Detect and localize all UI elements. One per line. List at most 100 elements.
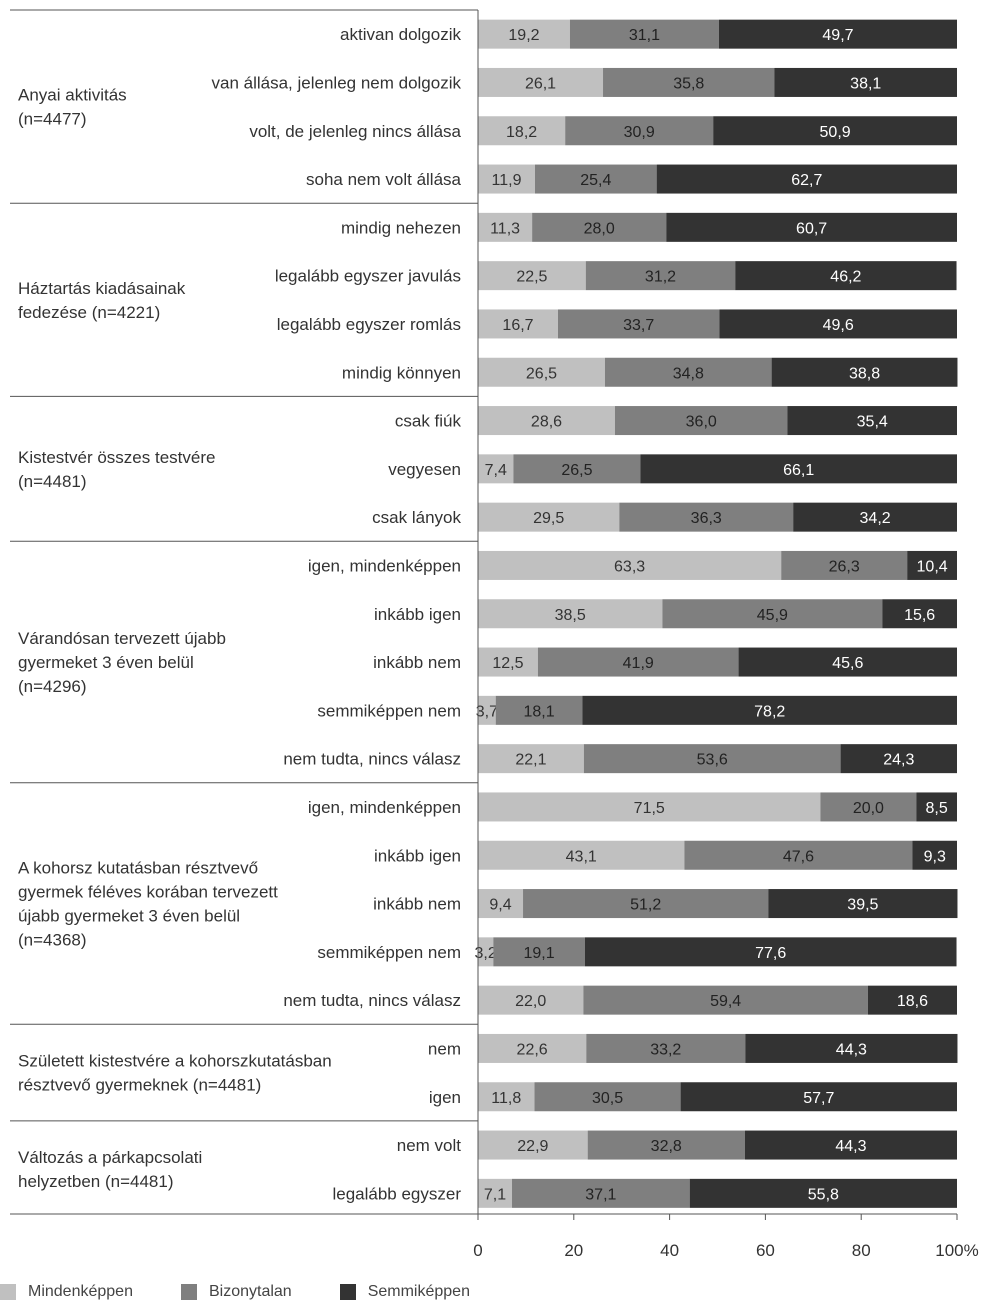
data-label: 33,2	[650, 1041, 681, 1058]
data-label: 28,6	[531, 414, 562, 431]
category-label: semmiképpen nem	[317, 701, 461, 720]
category-label: legalább egyszer javulás	[275, 267, 461, 286]
bar-segment-mindenkeppen	[478, 454, 514, 484]
data-label: 33,7	[623, 317, 654, 334]
data-label: 26,5	[561, 462, 592, 479]
data-label: 66,1	[783, 462, 814, 479]
data-label: 31,1	[629, 27, 660, 44]
bar-segment-semmikeppen	[666, 212, 957, 242]
category-label: igen, mindenképpen	[308, 798, 461, 817]
bar-segment-bizonytalan	[513, 454, 641, 484]
group-label: Kistestvér összes testvére	[18, 448, 215, 467]
category-label: soha nem volt állása	[306, 170, 462, 189]
data-label: 60,7	[796, 220, 827, 237]
data-label: 47,6	[783, 848, 814, 865]
bar-segment-semmikeppen	[745, 1033, 958, 1063]
bar-segment-mindenkeppen	[478, 357, 605, 387]
bar-segment-semmikeppen	[912, 840, 957, 870]
data-label: 38,5	[555, 607, 586, 624]
bar-segment-mindenkeppen	[478, 889, 524, 919]
data-label: 34,2	[860, 510, 891, 527]
bar-segment-mindenkeppen	[478, 502, 620, 532]
bar-segment-mindenkeppen	[478, 212, 533, 242]
bar-segment-mindenkeppen	[478, 647, 538, 677]
bar-segment-semmikeppen	[916, 792, 957, 822]
data-label: 12,5	[492, 655, 523, 672]
data-label: 46,2	[830, 269, 861, 286]
data-label: 18,1	[524, 703, 555, 720]
bar-segment-semmikeppen	[787, 406, 957, 436]
bar-segment-bizonytalan	[523, 889, 769, 919]
category-label: volt, de jelenleg nincs állása	[249, 122, 461, 141]
legend-label-mindenkeppen: Mindenképpen	[28, 1282, 133, 1300]
data-label: 50,9	[820, 124, 851, 141]
data-label: 30,9	[624, 124, 655, 141]
bar-segment-semmikeppen	[882, 599, 957, 629]
bar-segment-semmikeppen	[718, 19, 957, 49]
data-label: 26,1	[525, 75, 556, 92]
legend-swatch-mindenkeppen	[0, 1283, 16, 1300]
bar-segment-semmikeppen	[768, 889, 958, 919]
data-label: 44,3	[836, 1041, 867, 1058]
x-tick-label: 20	[564, 1241, 583, 1260]
data-label: 30,5	[592, 1090, 623, 1107]
group-label: Született kistestvére a kohorszkutatásba…	[18, 1052, 332, 1071]
legend-item-semmikeppen: Semmiképpen	[339, 1283, 470, 1301]
category-label: legalább egyszer romlás	[277, 315, 461, 334]
bar-segment-bizonytalan	[495, 695, 583, 725]
bar-segment-bizonytalan	[537, 647, 739, 677]
bar-segment-bizonytalan	[684, 840, 913, 870]
data-label: 25,4	[580, 172, 611, 189]
data-label: 31,2	[645, 269, 676, 286]
bar-segment-bizonytalan	[569, 19, 719, 49]
data-label: 18,6	[897, 993, 928, 1010]
data-label: 15,6	[904, 607, 935, 624]
bar-segment-semmikeppen	[738, 647, 957, 677]
category-label: nem tudta, nincs válasz	[283, 750, 461, 769]
data-label: 26,3	[829, 558, 860, 575]
bar-segment-bizonytalan	[781, 550, 908, 580]
category-label: nem volt	[397, 1136, 462, 1155]
legend: Mindenképpen Bizonytalan Semmiképpen	[0, 1282, 518, 1301]
category-label: csak fiúk	[395, 412, 462, 431]
bar-segment-semmikeppen	[719, 309, 957, 339]
bar-segment-bizonytalan	[585, 261, 736, 291]
data-label: 38,8	[849, 365, 880, 382]
group-label: A kohorsz kutatásban résztvevő	[18, 859, 258, 878]
data-label: 45,9	[757, 607, 788, 624]
data-label: 8,5	[926, 800, 948, 817]
bar-segment-mindenkeppen	[478, 19, 570, 49]
group-label: résztvevő gyermeknek (n=4481)	[18, 1076, 261, 1095]
category-label: mindig nehezen	[341, 218, 461, 237]
bar-segment-bizonytalan	[532, 212, 667, 242]
bar-segment-semmikeppen	[584, 937, 957, 967]
category-label: semmiképpen nem	[317, 943, 461, 962]
data-label: 34,8	[673, 365, 704, 382]
category-label: igen	[429, 1088, 461, 1107]
bar-segment-semmikeppen	[840, 744, 957, 774]
data-label: 43,1	[566, 848, 597, 865]
bar-segment-bizonytalan	[557, 309, 720, 339]
bar-segment-bizonytalan	[587, 1130, 745, 1160]
data-label: 41,9	[623, 655, 654, 672]
data-label: 19,1	[524, 945, 555, 962]
category-label: inkább nem	[373, 895, 461, 914]
data-label: 53,6	[697, 752, 728, 769]
bar-segment-semmikeppen	[771, 357, 958, 387]
group-label: gyermeket 3 éven belül	[18, 653, 194, 672]
bar-segment-semmikeppen	[907, 550, 957, 580]
data-label: 49,7	[822, 27, 853, 44]
data-label: 24,3	[883, 752, 914, 769]
data-label: 3,7	[476, 703, 498, 720]
data-label: 35,4	[857, 414, 888, 431]
bar-segment-mindenkeppen	[478, 116, 566, 146]
bar-segment-bizonytalan	[565, 116, 714, 146]
category-label: legalább egyszer	[332, 1184, 461, 1203]
data-label: 55,8	[808, 1186, 839, 1203]
bar-segment-mindenkeppen	[478, 1033, 587, 1063]
bar-segment-bizonytalan	[583, 985, 868, 1015]
bar-segment-mindenkeppen	[478, 1178, 513, 1208]
data-label: 18,2	[506, 124, 537, 141]
bar-segment-bizonytalan	[535, 164, 657, 194]
